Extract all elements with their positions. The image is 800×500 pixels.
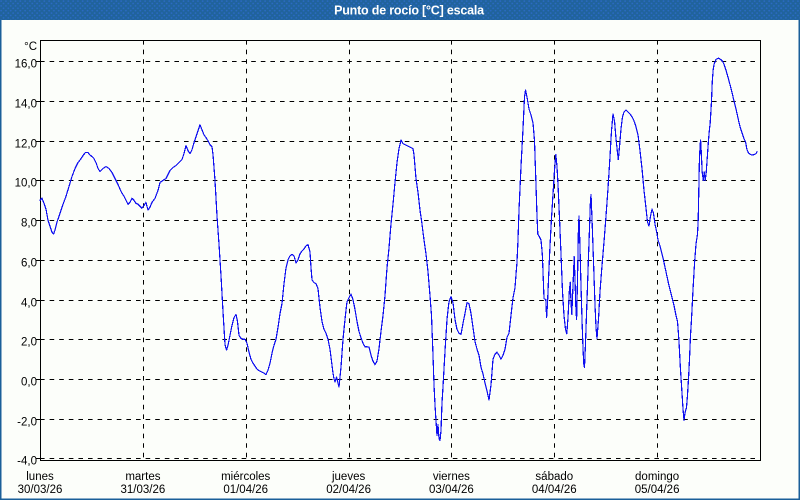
svg-text:jueves: jueves <box>331 471 365 483</box>
svg-text:02/04/26: 02/04/26 <box>326 484 371 496</box>
svg-text:-4,0: -4,0 <box>17 455 37 467</box>
svg-text:12,0: 12,0 <box>15 138 37 150</box>
svg-text:Punto de rocío [°C] escala: Punto de rocío [°C] escala <box>334 3 485 17</box>
svg-text:14,0: 14,0 <box>15 98 37 110</box>
svg-text:16,0: 16,0 <box>15 58 37 70</box>
svg-text:04/04/26: 04/04/26 <box>532 484 577 496</box>
svg-text:°C: °C <box>24 41 37 53</box>
svg-text:lunes: lunes <box>26 471 54 483</box>
svg-text:8,0: 8,0 <box>21 217 37 229</box>
svg-text:martes: martes <box>125 471 160 483</box>
svg-text:sábado: sábado <box>535 471 573 483</box>
svg-text:6,0: 6,0 <box>21 257 37 269</box>
svg-text:0,0: 0,0 <box>21 376 37 388</box>
svg-text:2,0: 2,0 <box>21 336 37 348</box>
svg-text:domingo: domingo <box>635 471 679 483</box>
svg-text:-2,0: -2,0 <box>17 416 37 428</box>
svg-text:viernes: viernes <box>433 471 470 483</box>
svg-text:31/03/26: 31/03/26 <box>121 484 166 496</box>
svg-text:01/04/26: 01/04/26 <box>223 484 268 496</box>
svg-text:30/03/26: 30/03/26 <box>18 484 63 496</box>
svg-text:4,0: 4,0 <box>21 297 37 309</box>
svg-text:03/04/26: 03/04/26 <box>429 484 474 496</box>
svg-text:miércoles: miércoles <box>221 471 270 483</box>
svg-text:10,0: 10,0 <box>15 177 37 189</box>
svg-text:05/04/26: 05/04/26 <box>635 484 680 496</box>
